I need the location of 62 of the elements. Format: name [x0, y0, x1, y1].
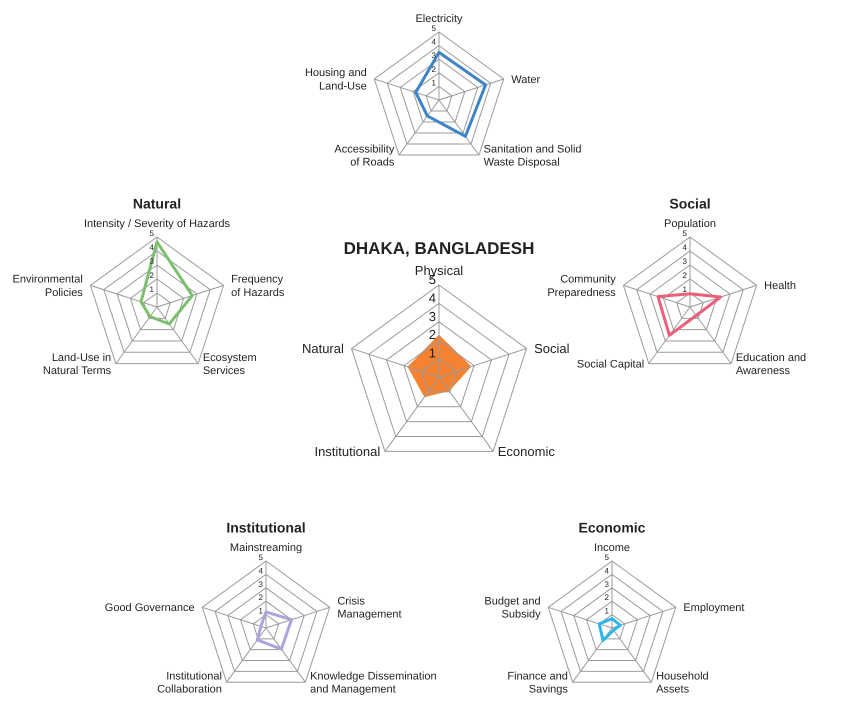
spoke-label: Social — [534, 341, 570, 356]
spoke-label: Mainstreaming — [230, 542, 302, 554]
spoke-label: Accessibility of Roads — [334, 143, 395, 168]
spoke-label: Health — [764, 280, 796, 292]
y-tick-label: 4 — [150, 243, 155, 252]
spoke-label: Water — [511, 74, 541, 86]
y-tick-label: 5 — [150, 229, 155, 238]
chart-title: Natural — [132, 196, 182, 212]
chart-title: Social — [669, 196, 711, 212]
y-tick-label: 2 — [432, 64, 437, 74]
spoke-label: Electricity — [415, 13, 464, 25]
y-tick-label: 4 — [682, 243, 688, 252]
spoke-label: Intensity / Severity of Hazards — [84, 218, 231, 230]
y-tick-label: 3 — [682, 257, 688, 266]
spoke-label: Household Assets — [656, 670, 709, 696]
y-tick-label: 1 — [428, 346, 436, 361]
spoke-label: Economic — [498, 444, 556, 459]
spoke-label: Environmental Policies — [12, 274, 84, 299]
spoke-label: Community Preparedness — [547, 274, 616, 299]
chart-title: Institutional — [226, 520, 306, 536]
y-tick-label: 5 — [682, 229, 688, 238]
spoke-label: Housing and Land-Use — [304, 67, 367, 92]
spoke-label: Social Capital — [576, 358, 644, 370]
spoke-label: Education and Awareness — [736, 352, 806, 378]
spoke-label: Institutional Collaboration — [157, 670, 222, 696]
chart-title: Economic — [578, 520, 646, 536]
y-tick-label: 4 — [432, 38, 437, 47]
y-tick-label: 1 — [432, 78, 437, 88]
spoke-label: Frequency of Hazards — [231, 274, 285, 299]
y-tick-label: 5 — [258, 553, 264, 562]
y-tick-label: 2 — [682, 271, 688, 280]
y-tick-label: 2 — [604, 593, 610, 602]
spoke-label: Income — [594, 542, 630, 554]
y-tick-label: 2 — [150, 271, 155, 280]
spoke-label: Budget and Subsidy — [484, 596, 542, 621]
spoke-label: Land-Use in Natural Terms — [42, 352, 112, 378]
spoke-label: Finance and Savings — [507, 670, 568, 696]
y-tick-label: 3 — [432, 51, 437, 60]
chart-title: DHAKA, BANGLADESH — [344, 239, 534, 258]
spoke-label: Knowledge Dissemination and Management — [310, 670, 437, 696]
y-tick-label: 2 — [258, 593, 264, 602]
y-tick-label: 1 — [258, 606, 264, 616]
spoke-label: Good Governance — [104, 602, 195, 614]
y-tick-label: 3 — [604, 580, 610, 589]
y-tick-label: 4 — [604, 566, 610, 576]
y-tick-label: 5 — [432, 24, 437, 33]
y-tick-label: 1 — [682, 285, 688, 294]
spoke-label: Sanitation and Solid Waste Disposal — [484, 143, 582, 168]
y-tick-label: 4 — [428, 290, 436, 306]
y-tick-label: 1 — [150, 285, 155, 294]
spoke-label: Crisis Management — [337, 596, 402, 621]
spoke-label: Population — [664, 218, 716, 230]
y-tick-label: 3 — [428, 308, 436, 324]
y-tick-label: 1 — [604, 606, 610, 616]
y-tick-label: 2 — [428, 327, 436, 342]
spoke-label: Natural — [302, 341, 344, 356]
y-tick-label: 5 — [604, 553, 610, 562]
spoke-label: Institutional — [314, 444, 380, 459]
spoke-label: Employment — [683, 602, 744, 614]
y-tick-label: 3 — [258, 580, 264, 589]
y-tick-label: 4 — [258, 566, 264, 576]
spoke-label: Ecosystem Services — [202, 352, 257, 378]
